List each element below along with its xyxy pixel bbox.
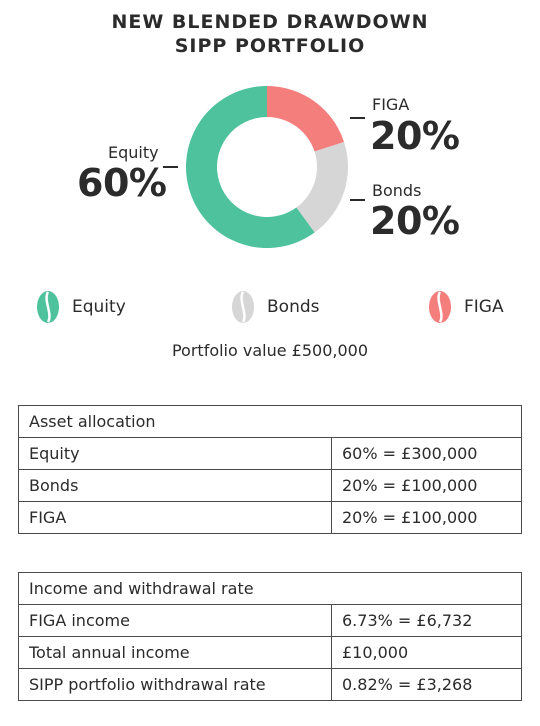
row-label: Bonds <box>18 469 332 502</box>
figa-slice <box>267 86 345 152</box>
equity-label-name: Equity <box>108 143 159 162</box>
bonds-label-pct: 20% <box>370 199 460 243</box>
row-value: 20% = £100,000 <box>331 501 522 534</box>
bonds-slice-pct-wrap: 20% <box>370 199 460 243</box>
donut-chart <box>163 86 365 248</box>
row-value: 6.73% = £6,732 <box>331 604 522 637</box>
portfolio-value: Portfolio value £500,000 <box>171 341 369 360</box>
figa-slice-pct-wrap: 20% <box>370 114 460 158</box>
table-row: Bonds 20% = £100,000 <box>18 469 522 502</box>
legend-item-figa: FIGA <box>428 290 504 324</box>
equity-label-pct: 60% <box>77 161 167 205</box>
income-withdrawal-table: Income and withdrawal rate FIGA income 6… <box>18 572 522 701</box>
row-label: FIGA <box>18 501 332 534</box>
table-row: Equity 60% = £300,000 <box>18 437 522 470</box>
row-label: Total annual income <box>18 636 332 669</box>
legend-item-equity: Equity <box>36 290 126 324</box>
row-value: £10,000 <box>331 636 522 669</box>
row-value: 20% = £100,000 <box>331 469 522 502</box>
bonds-slice <box>296 141 348 233</box>
row-label: Equity <box>18 437 332 470</box>
bonds-slice-label: Bonds <box>372 181 421 200</box>
equity-bean-icon <box>37 291 59 323</box>
table-row: SIPP portfolio withdrawal rate 0.82% = £… <box>18 668 522 701</box>
title-line-2: SIPP PORTFOLIO <box>174 35 366 57</box>
table-row: FIGA income 6.73% = £6,732 <box>18 604 522 637</box>
legend-label-bonds: Bonds <box>267 297 320 317</box>
table-header: Asset allocation <box>18 405 522 438</box>
asset-allocation-table: Asset allocation Equity 60% = £300,000 B… <box>18 405 522 534</box>
table-header-row: Income and withdrawal rate <box>18 572 522 605</box>
title-line-1: NEW BLENDED DRAWDOWN <box>111 11 429 33</box>
legend-label-equity: Equity <box>72 297 126 317</box>
figa-label-pct: 20% <box>370 114 460 158</box>
row-label: SIPP portfolio withdrawal rate <box>18 668 332 701</box>
legend-label-figa: FIGA <box>464 297 504 317</box>
table-header-row: Asset allocation <box>18 405 522 438</box>
legend-item-bonds: Bonds <box>231 290 320 324</box>
equity-slice <box>185 86 315 248</box>
table-header: Income and withdrawal rate <box>18 572 522 605</box>
figa-label-name: FIGA <box>372 95 410 114</box>
row-value: 60% = £300,000 <box>331 437 522 470</box>
chart-title: NEW BLENDED DRAWDOWN SIPP PORTFOLIO <box>0 10 540 58</box>
row-label: FIGA income <box>18 604 332 637</box>
bonds-label-name: Bonds <box>372 181 422 200</box>
bonds-bean-icon <box>232 291 254 323</box>
row-value: 0.82% = £3,268 <box>331 668 522 701</box>
equity-slice-pct-wrap: 60% <box>77 161 167 205</box>
table-row: Total annual income £10,000 <box>18 636 522 669</box>
figa-bean-icon <box>429 291 451 323</box>
figa-slice-label: FIGA <box>372 95 409 114</box>
equity-slice-label: Equity <box>108 143 159 162</box>
table-row: FIGA 20% = £100,000 <box>18 501 522 534</box>
